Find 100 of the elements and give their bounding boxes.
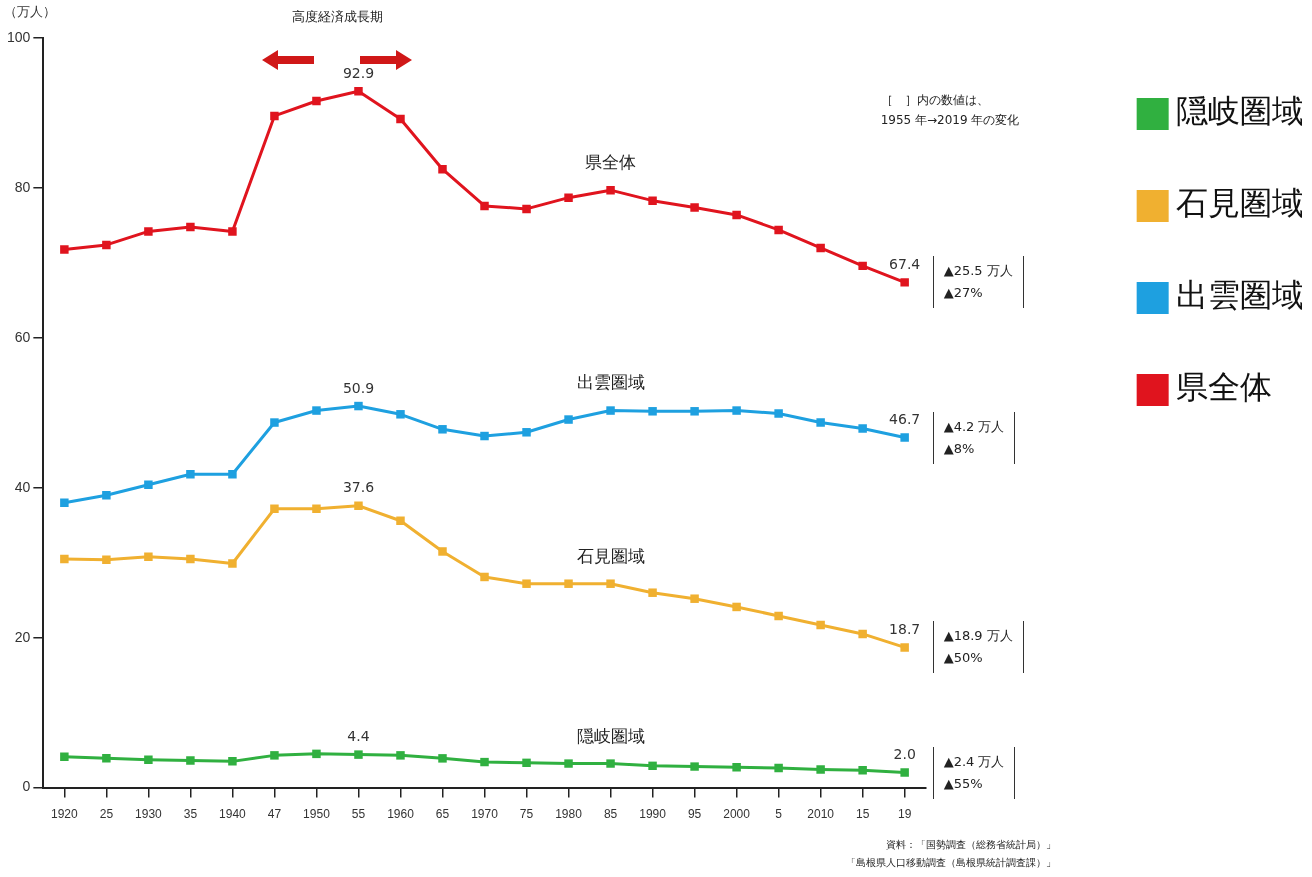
point (270, 111, 279, 121)
point (228, 227, 237, 236)
point (312, 406, 321, 415)
point (606, 759, 615, 768)
y-tick-label: 60 (14, 328, 31, 345)
point (438, 754, 447, 763)
point (186, 554, 195, 564)
point (354, 401, 363, 411)
x-tick-label: 47 (267, 807, 282, 822)
point (564, 415, 573, 424)
data-label: 50.9 (342, 379, 375, 396)
point (564, 759, 573, 768)
text: 石見圏域 (576, 545, 645, 566)
x-tick-label: 65 (435, 807, 450, 822)
x-tick-label: 85 (603, 807, 618, 822)
legend-label: 石見圏域 (1175, 184, 1304, 223)
point (228, 757, 237, 766)
point (858, 766, 867, 775)
point (816, 418, 825, 427)
x-tick-label: 95 (687, 807, 702, 822)
point (144, 480, 153, 489)
y-tick-label: 0 (22, 778, 31, 795)
y-tick-label: 40 (14, 478, 31, 495)
point (858, 424, 867, 433)
point (396, 410, 405, 419)
point (606, 406, 615, 415)
point (396, 751, 405, 760)
point (690, 203, 699, 212)
point (102, 491, 111, 500)
point (858, 629, 867, 639)
point (396, 516, 405, 525)
point (858, 261, 867, 271)
point (144, 552, 153, 561)
point (60, 498, 69, 507)
point (186, 470, 195, 479)
legend-label: 隠岐圏域 (1175, 92, 1304, 131)
point (900, 768, 909, 777)
data-label: 67.4 (889, 256, 921, 273)
point (186, 756, 195, 765)
point (60, 554, 69, 564)
point (732, 602, 741, 612)
point (900, 433, 909, 442)
x-tick-label: 35 (183, 807, 198, 822)
text: 高度経済成長期 (291, 8, 383, 26)
legend-label: 出雲圏域 (1175, 276, 1304, 315)
point (564, 579, 573, 588)
point (522, 204, 531, 214)
x-tick-label: 75 (519, 807, 534, 822)
point (648, 588, 657, 597)
point (228, 559, 237, 568)
text: 「島根県人口移動調査（島根県統計調査課）」 (845, 856, 1056, 870)
point (270, 504, 279, 513)
text: 出雲圏域 (576, 372, 645, 393)
point (270, 418, 279, 427)
text: 隠岐圏域 (576, 725, 645, 746)
bracket: ▲4.2 万人 ▲8% (932, 411, 1016, 464)
y-tick-label: 80 (14, 178, 31, 195)
point (354, 86, 363, 96)
annotation: ［ ］内の数値は、 1955 年→2019 年の変化 (880, 92, 1020, 129)
point (900, 278, 909, 287)
point (732, 210, 741, 220)
point (690, 594, 699, 603)
point (60, 752, 69, 762)
point (816, 765, 825, 774)
x-tick-label: 1970 (471, 807, 499, 822)
point (354, 750, 363, 759)
x-tick-label: 1950 (303, 807, 331, 822)
x-tick-label: 1960 (387, 807, 415, 822)
text: 資料：「国勢調査（総務省統計局）」 (885, 838, 1056, 852)
point (732, 406, 741, 415)
point (480, 201, 489, 211)
point (312, 96, 321, 106)
point (312, 504, 321, 513)
point (480, 757, 489, 767)
point (816, 620, 825, 630)
x-tick-label: 1980 (555, 807, 583, 822)
bracket: ▲2.4 万人 ▲55% (932, 746, 1016, 799)
data-label: 37.6 (342, 479, 375, 496)
x-tick-label: 1940 (219, 807, 247, 822)
point (144, 227, 153, 236)
point (606, 185, 615, 195)
x-tick-label: 1920 (51, 807, 79, 822)
point (102, 754, 111, 763)
point (522, 579, 531, 588)
x-tick-label: 2000 (723, 807, 751, 822)
point (522, 428, 531, 437)
y-tick-label: 100 (7, 28, 31, 45)
data-label: 4.4 (347, 728, 370, 745)
data-label: 46.7 (889, 411, 921, 428)
x-tick-label: 19 (897, 807, 912, 822)
bracket: ▲18.9 万人 ▲50% (932, 621, 1024, 674)
point (648, 761, 657, 771)
point (900, 643, 909, 652)
y-axis-title: （万人） (4, 3, 56, 19)
point (312, 749, 321, 759)
point (774, 611, 783, 621)
data-label: 18.7 (889, 621, 921, 638)
point (774, 225, 783, 235)
point (228, 470, 237, 479)
point (270, 751, 279, 760)
